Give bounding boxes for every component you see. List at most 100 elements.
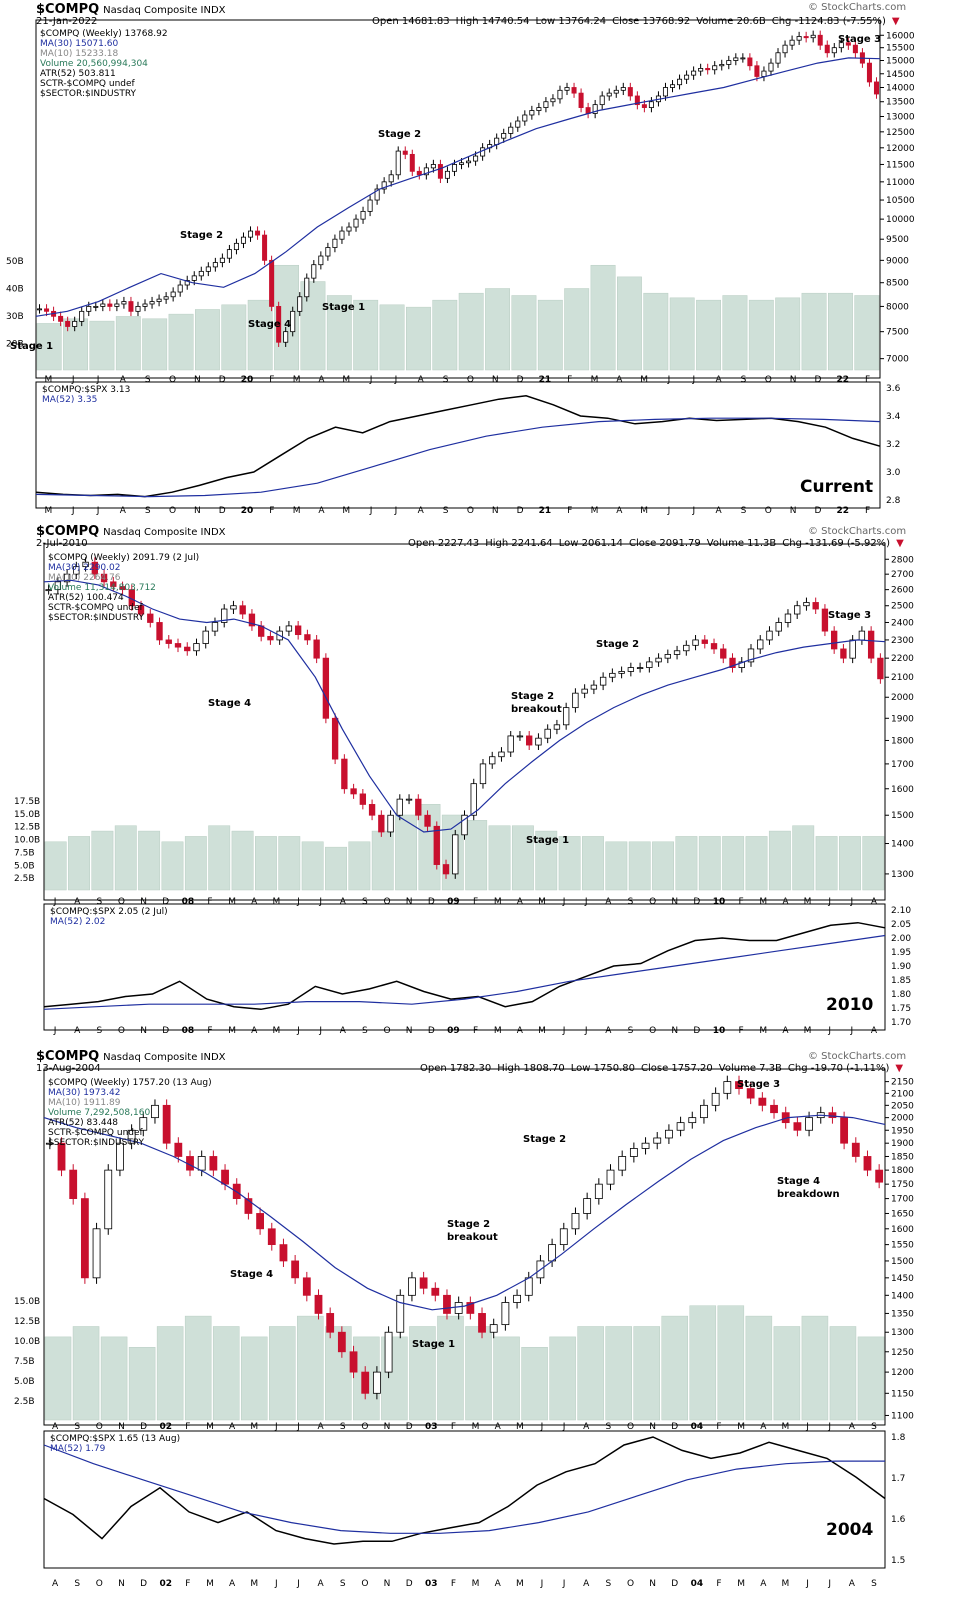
candle-body	[104, 1169, 113, 1230]
candle-body	[221, 1169, 229, 1185]
candle-body	[93, 306, 99, 308]
x-tick-label: N	[406, 897, 413, 907]
candle-body	[746, 1088, 755, 1099]
x-tick-label: A	[871, 897, 878, 907]
candle-body	[110, 581, 117, 587]
candle-body	[276, 306, 282, 343]
ratio-x-tick-label: D	[671, 1579, 678, 1589]
price-tick-label: 2500	[891, 602, 914, 612]
x-tick-label: N	[790, 375, 797, 385]
candle-body	[557, 89, 563, 100]
candle-body	[535, 737, 542, 746]
candle-body	[634, 95, 640, 106]
candle-body	[291, 1260, 300, 1279]
candle-body	[322, 657, 330, 719]
candle-body	[501, 1302, 510, 1326]
volume-bar	[643, 292, 669, 371]
volume-bar	[775, 297, 801, 371]
price-tick-label: 2400	[891, 618, 914, 628]
ratio-x-tick-label: 22	[836, 506, 849, 516]
candle-body	[326, 1313, 335, 1333]
x-tick-label: J	[394, 375, 398, 385]
volume-bar	[661, 1315, 689, 1421]
ratio-x-tick-label: J	[540, 1579, 544, 1589]
x-tick-label: A	[583, 1422, 590, 1432]
candle-body	[738, 661, 745, 668]
x-tick-label: M	[516, 1422, 524, 1432]
x-tick-label: N	[671, 897, 678, 907]
ratio-line	[43, 921, 886, 1011]
ratio-x-tick-label: 21	[539, 506, 552, 516]
candle-body	[226, 249, 232, 259]
candle-body	[304, 634, 311, 641]
ratio-x-tick-label: F	[269, 506, 274, 516]
x-tick-label: M	[494, 897, 502, 907]
x-tick-label: J	[296, 1422, 300, 1432]
candle-body	[116, 1142, 124, 1171]
price-tick-label: 7500	[886, 328, 909, 338]
volume-bar	[161, 841, 184, 891]
candle-body	[433, 825, 440, 865]
candle-body	[838, 42, 844, 49]
candle-body	[170, 291, 176, 298]
candle-body	[416, 170, 422, 176]
candle-body	[578, 92, 584, 108]
volume-bar	[488, 825, 511, 891]
volume-bar	[269, 1326, 296, 1421]
candle-body	[508, 126, 514, 134]
ratio-x-tick-label: F	[716, 1579, 721, 1589]
candle-body	[852, 44, 858, 54]
volume-bar	[208, 825, 231, 891]
volume-bar	[115, 316, 141, 371]
candle-body	[283, 331, 289, 343]
ratio-x-tick-label: O	[649, 1026, 656, 1036]
x-tick-label: D	[693, 897, 700, 907]
candle-body	[423, 167, 429, 176]
ratio-x-tick-label: M	[228, 1026, 236, 1036]
candle-body	[830, 630, 838, 650]
ratio-x-tick-label: S	[741, 506, 747, 516]
volume-tick-label: 10.0B	[14, 836, 40, 846]
ratio-x-tick-label: F	[185, 1579, 190, 1589]
candle-body	[151, 1104, 159, 1119]
price-tick-label: 14000	[886, 84, 915, 94]
candle-body	[452, 834, 459, 875]
ratio-legend-entry: MA(52) 2.02	[50, 917, 105, 927]
candle-body	[677, 78, 683, 86]
price-panel-frame	[43, 1068, 886, 1426]
stage-annotation: Stage 3	[838, 34, 881, 45]
candle-body	[121, 301, 127, 305]
volume-bar	[745, 836, 768, 891]
ratio-tick-label: 2.05	[891, 920, 911, 930]
volume-bar	[582, 836, 604, 891]
x-tick-label: D	[428, 897, 435, 907]
candle-body	[402, 150, 408, 155]
volume-tick-label: 2.5B	[14, 874, 35, 884]
x-tick-label: O	[96, 1422, 103, 1432]
candle-body	[758, 1097, 767, 1106]
x-tick-label: M	[538, 897, 546, 907]
x-tick-label: 02	[159, 1422, 172, 1432]
ratio-legend-entry: $COMPQ:$SPX 3.13	[42, 385, 130, 395]
price-tick-label: 9000	[886, 256, 909, 266]
candle-body	[618, 1156, 627, 1171]
ratio-x-tick-label: A	[251, 1026, 258, 1036]
candle-body	[388, 174, 394, 183]
x-tick-label: J	[540, 1422, 544, 1432]
volume-bar	[511, 295, 537, 371]
ratio-tick-label: 1.85	[891, 976, 911, 986]
candle-body	[646, 661, 653, 668]
ratio-x-tick-label: J	[394, 506, 398, 516]
candle-body	[655, 657, 662, 663]
legend-entry: $SECTOR:$INDUSTRY	[40, 89, 137, 99]
x-tick-label: J	[318, 897, 322, 907]
candle-body	[858, 630, 866, 641]
candle-body	[359, 793, 367, 805]
candle-body	[735, 1081, 743, 1090]
candle-body	[212, 262, 218, 268]
candle-body	[269, 259, 275, 307]
x-tick-label: N	[194, 375, 201, 385]
x-tick-label: M	[759, 897, 767, 907]
period-label: Current	[800, 477, 873, 497]
x-tick-label: S	[340, 1422, 346, 1432]
